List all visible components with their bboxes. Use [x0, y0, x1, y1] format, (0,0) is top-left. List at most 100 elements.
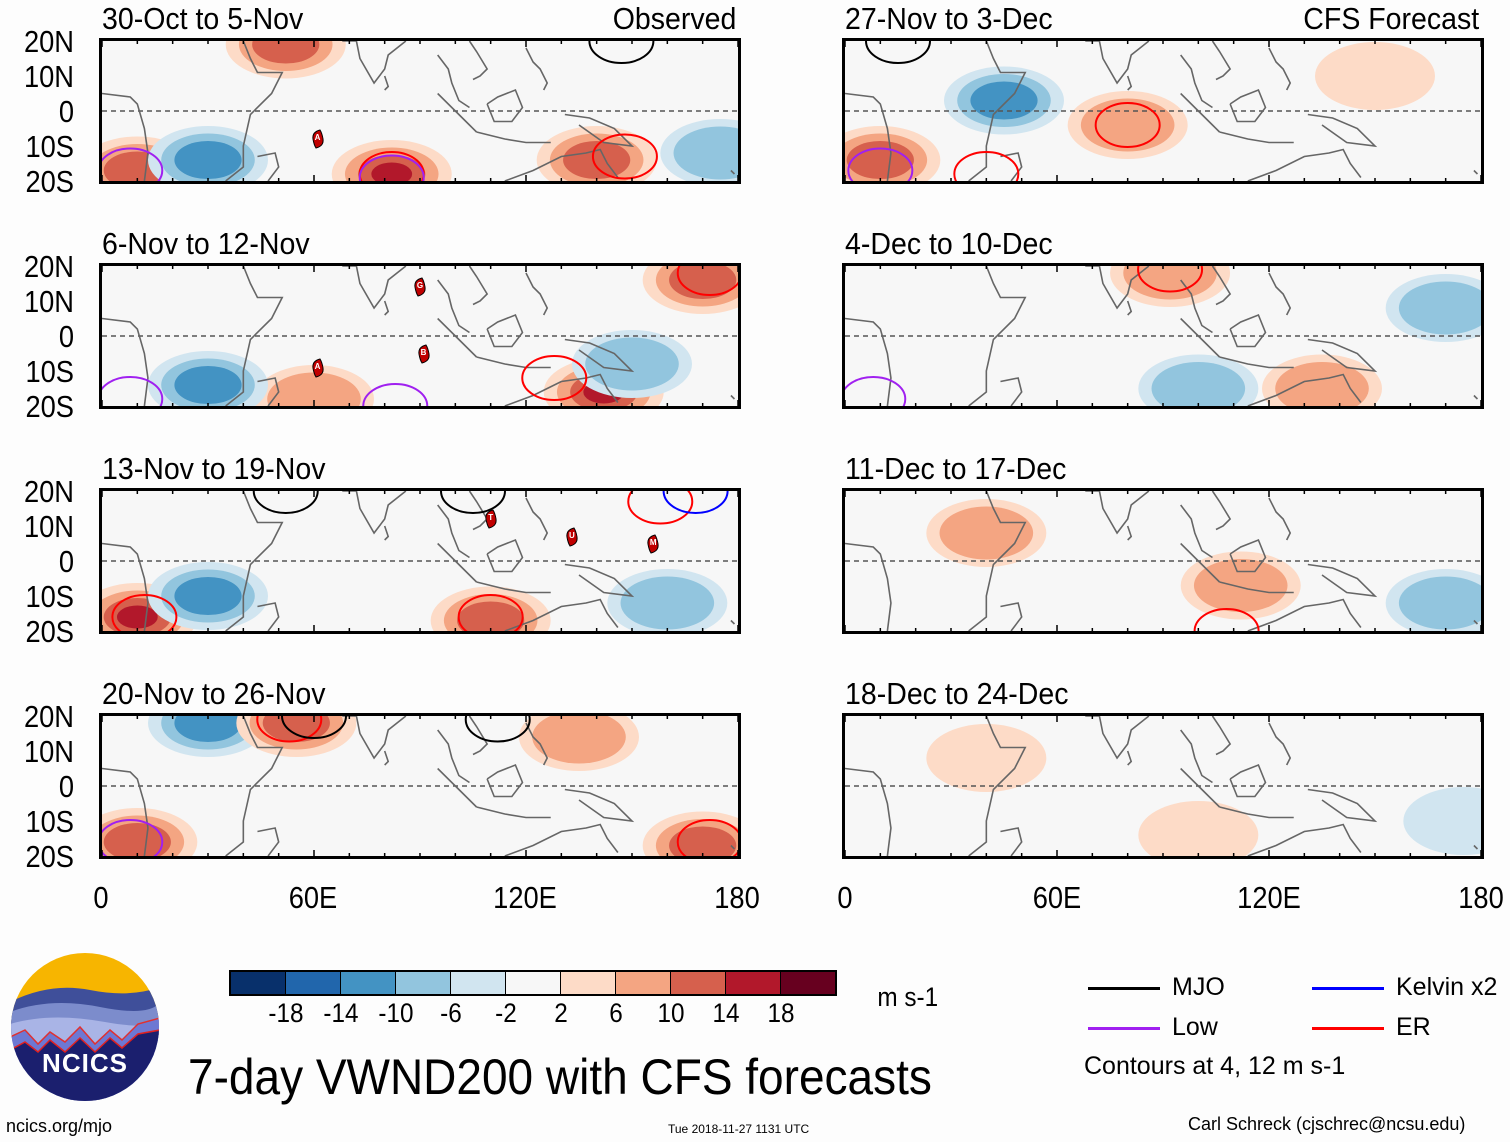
contour-er	[111, 594, 178, 631]
coastline	[225, 266, 284, 406]
colorbar-swatch	[561, 972, 616, 994]
coastline	[225, 716, 284, 856]
contour-low	[845, 376, 907, 406]
storm-label: M	[649, 537, 657, 547]
coastline	[1473, 169, 1479, 175]
contour-mjo	[252, 491, 319, 514]
coastline	[486, 313, 524, 348]
storm-label: T	[488, 513, 494, 522]
coastline	[383, 75, 390, 91]
coastline	[730, 844, 736, 850]
y-tick-label: 20N	[23, 699, 74, 734]
x-tick-label: 0	[93, 880, 109, 915]
coastline	[1211, 266, 1232, 306]
coastline	[486, 88, 524, 123]
coastline	[845, 317, 892, 406]
y-tick-label: 0	[58, 94, 74, 129]
panel-title-fc3: 11-Dec to 17-Dec	[845, 451, 1067, 486]
contour-low	[362, 383, 429, 406]
anomaly-shading	[1315, 42, 1435, 110]
contour-er	[953, 151, 1020, 181]
coastline	[1085, 266, 1150, 310]
coastline	[257, 602, 280, 631]
coastline	[1229, 313, 1267, 348]
legend-line-low	[1088, 1027, 1160, 1030]
coastline	[525, 272, 549, 316]
anomaly-shading	[939, 506, 1034, 560]
legend-label: MJO	[1172, 973, 1225, 1001]
contour-er	[457, 594, 524, 631]
coastline	[437, 317, 478, 358]
anomaly-shading	[846, 140, 914, 180]
colorbar-swatch	[616, 972, 671, 994]
anomaly-shading	[1123, 266, 1217, 300]
coastline	[476, 131, 551, 144]
contour-mjo	[464, 716, 531, 743]
y-tick-label: 20N	[23, 24, 74, 59]
anomaly-shading	[673, 126, 738, 180]
contour-er	[1193, 608, 1260, 631]
contour-low	[358, 154, 425, 181]
colorbar-swatch	[781, 972, 835, 994]
x-tick-label: 180	[1458, 880, 1504, 915]
y-tick-label: 0	[58, 544, 74, 579]
coastline	[525, 47, 549, 91]
coastline	[383, 300, 390, 316]
coastline	[437, 729, 470, 784]
colorbar-swatch	[671, 972, 726, 994]
coastline	[504, 823, 619, 856]
contour-low	[102, 819, 164, 856]
anomaly-shading	[116, 605, 158, 629]
map-svg	[845, 266, 1481, 406]
coastline	[564, 113, 635, 148]
anomaly-shading	[371, 162, 413, 181]
coastline	[225, 491, 284, 631]
coastline	[1211, 41, 1232, 81]
contour-er	[521, 355, 588, 401]
coastline	[1000, 152, 1023, 181]
y-tick-label: 20S	[25, 164, 75, 199]
coastline	[1085, 491, 1150, 535]
coastline	[845, 92, 892, 181]
map-svg	[102, 491, 738, 631]
contour-mjo	[440, 491, 506, 514]
coastline	[1180, 92, 1221, 133]
coastline	[476, 806, 551, 819]
colorbar-swatch	[231, 972, 286, 994]
coastline	[437, 504, 470, 559]
coastline	[225, 41, 284, 181]
colorbar-tick-label: -18	[268, 998, 304, 1028]
anomaly-shading	[1138, 801, 1259, 856]
colorbar-tick-label: 18	[767, 998, 795, 1028]
coastline	[1247, 373, 1362, 406]
panel-title-obs1: 30-Oct to 5-Nov	[102, 1, 304, 36]
map-panel-obs4	[99, 713, 741, 859]
coastline	[383, 750, 390, 766]
coastline	[1268, 272, 1292, 316]
coastline	[1000, 602, 1023, 631]
anomaly-shading	[1193, 558, 1288, 613]
coastline	[437, 92, 478, 133]
website-link[interactable]: ncics.org/mjo	[6, 1116, 113, 1136]
anomaly-shading	[1398, 576, 1481, 630]
coastline	[730, 394, 736, 400]
tropical-cyclone-icon: T	[483, 509, 499, 529]
contour-er	[676, 266, 738, 296]
y-tick-label: 10S	[25, 354, 75, 389]
coastline	[1473, 394, 1479, 400]
legend-label: Low	[1172, 1013, 1218, 1041]
colorbar-tick-label: 10	[657, 998, 685, 1028]
coastline	[564, 788, 635, 823]
anomaly-shading	[174, 576, 242, 616]
coastline	[1473, 844, 1479, 850]
timestamp: Tue 2018-11-27 1131 UTC	[668, 1122, 810, 1136]
legend-line-kelvin-x2	[1312, 987, 1384, 990]
coastline	[730, 619, 736, 625]
coastline	[504, 148, 619, 181]
y-tick-label: 20S	[25, 839, 75, 874]
coastline	[1126, 525, 1133, 541]
coastline	[1229, 763, 1267, 798]
coastline	[437, 767, 478, 808]
x-tick-label: 180	[714, 880, 760, 915]
coastline	[564, 563, 635, 598]
